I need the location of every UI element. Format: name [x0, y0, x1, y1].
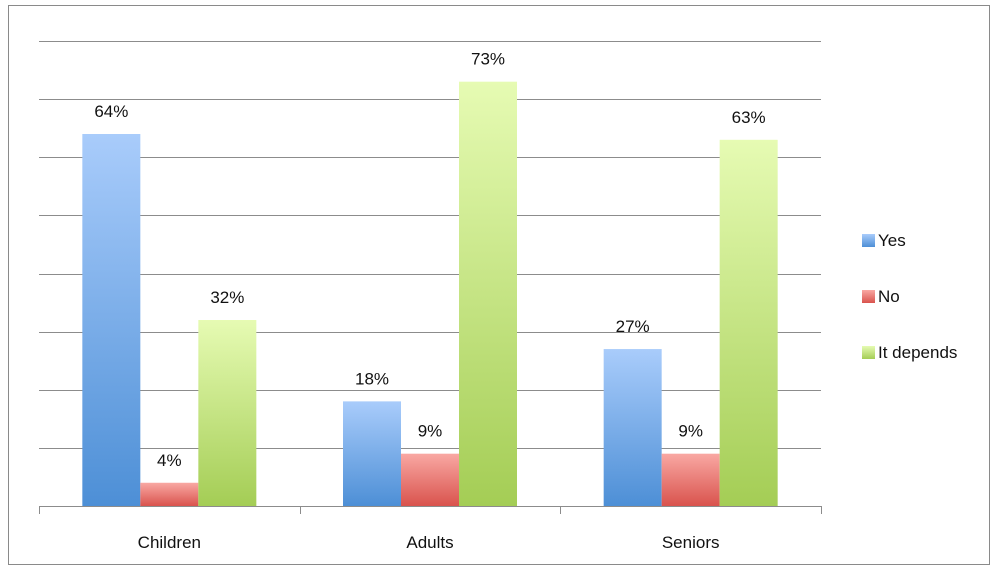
bars	[82, 81, 778, 506]
bar	[719, 139, 778, 506]
data-labels: 64% 4% 32% 18% 9% 73% 27% 9% 63%	[94, 50, 765, 470]
data-label: 73%	[471, 50, 505, 69]
data-label: 64%	[94, 102, 128, 121]
bar	[140, 482, 199, 506]
bar-chart: Children Adults Seniors 64% 4% 32% 18% 9% 73% 27…	[39, 41, 957, 552]
data-label: 63%	[732, 108, 766, 127]
bar	[198, 320, 257, 506]
bar	[82, 134, 141, 506]
x-tick-label: Adults	[406, 533, 453, 552]
legend-label: Yes	[878, 231, 906, 250]
legend-swatch	[862, 346, 875, 359]
bar	[401, 453, 459, 506]
x-tick-label: Seniors	[662, 533, 720, 552]
bar	[661, 453, 720, 506]
legend-label: No	[878, 287, 900, 306]
legend-label: It depends	[878, 343, 957, 362]
chart-frame: Children Adults Seniors 64% 4% 32% 18% 9% 73% 27…	[8, 5, 990, 565]
bar	[343, 401, 401, 506]
bar	[603, 349, 662, 506]
legend: Yes No It depends	[862, 231, 957, 362]
data-label: 18%	[355, 369, 389, 388]
data-label: 4%	[157, 451, 182, 470]
data-label: 9%	[418, 422, 443, 441]
gridlines	[39, 41, 821, 449]
data-label: 27%	[616, 317, 650, 336]
x-axis: Children Adults Seniors	[39, 506, 822, 552]
x-tick-label: Children	[138, 533, 201, 552]
bar	[459, 81, 517, 506]
legend-swatch	[862, 290, 875, 303]
legend-swatch	[862, 234, 875, 247]
data-label: 32%	[210, 288, 244, 307]
data-label: 9%	[678, 422, 703, 441]
